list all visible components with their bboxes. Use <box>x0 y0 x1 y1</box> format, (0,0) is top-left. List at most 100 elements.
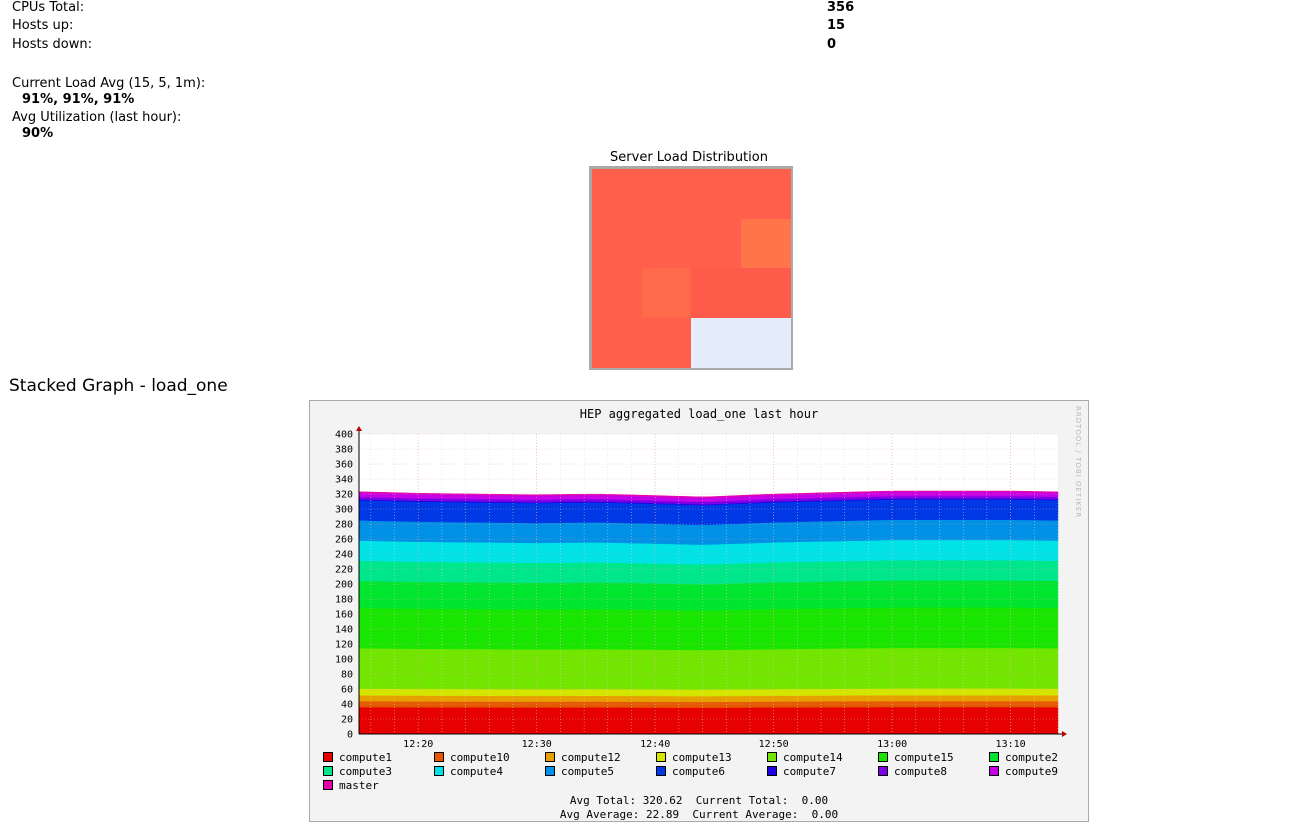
legend-swatch <box>434 766 444 776</box>
y-tick-label: 160 <box>335 610 353 621</box>
legend-label: compute4 <box>450 765 503 778</box>
legend-label: compute10 <box>450 751 510 764</box>
heatmap-cell[interactable] <box>691 218 741 269</box>
hosts-down-label: Hosts down: <box>12 37 92 52</box>
legend-item-compute12: compute12 <box>545 751 621 764</box>
legend-label: master <box>339 779 379 792</box>
x-axis-arrow <box>1062 731 1067 737</box>
util-value: 90% <box>22 126 54 141</box>
y-tick-label: 340 <box>335 475 353 486</box>
cpus-total-value: 356 <box>827 0 855 15</box>
util-label: Avg Utilization (last hour): <box>12 110 182 125</box>
legend-swatch <box>323 780 333 790</box>
series-area-compute1 <box>358 706 1059 735</box>
y-axis-arrow <box>356 426 362 431</box>
load-avg-value: 91%, 91%, 91% <box>22 92 135 107</box>
legend-swatch <box>767 752 777 762</box>
legend-swatch <box>323 752 333 762</box>
legend-label: compute2 <box>1005 751 1058 764</box>
heatmap-cell[interactable] <box>592 218 642 269</box>
legend-item-compute13: compute13 <box>656 751 732 764</box>
series-area-compute14 <box>358 647 1059 690</box>
legend-item-compute10: compute10 <box>434 751 510 764</box>
x-tick-label: 12:30 <box>522 739 552 750</box>
legend-item-compute15: compute15 <box>878 751 954 764</box>
legend-label: compute12 <box>561 751 621 764</box>
y-tick-label: 80 <box>341 670 353 681</box>
legend-item-compute7: compute7 <box>767 765 836 778</box>
legend-item-compute1: compute1 <box>323 751 392 764</box>
legend-label: compute7 <box>783 765 836 778</box>
heatmap-cell[interactable] <box>691 268 741 318</box>
y-tick-label: 380 <box>335 445 353 456</box>
series-area-compute2 <box>358 580 1059 611</box>
legend-swatch <box>656 752 666 762</box>
legend-item-compute9: compute9 <box>989 765 1058 778</box>
legend-label: compute3 <box>339 765 392 778</box>
summary-averages: Avg Average: 22.89 Current Average: 0.00 <box>559 808 839 821</box>
legend-swatch <box>878 766 888 776</box>
heatmap-title: Server Load Distribution <box>610 150 768 165</box>
x-tick-label: 12:50 <box>759 739 789 750</box>
y-tick-label: 20 <box>341 715 353 726</box>
x-tick-label: 12:20 <box>403 739 433 750</box>
heatmap-cell[interactable] <box>740 317 791 368</box>
legend-swatch <box>989 752 999 762</box>
legend-label: compute9 <box>1005 765 1058 778</box>
legend-swatch <box>434 752 444 762</box>
heatmap-cell[interactable] <box>641 317 692 368</box>
hosts-up-value: 15 <box>827 18 846 33</box>
summary-totals: Avg Total: 320.62 Current Total: 0.00 <box>569 794 829 807</box>
y-tick-label: 140 <box>335 625 353 636</box>
heatmap-cell[interactable] <box>691 169 741 219</box>
chart-title: HEP aggregated load_one last hour <box>580 407 818 421</box>
heatmap-cell[interactable] <box>592 169 642 219</box>
y-tick-label: 280 <box>335 520 353 531</box>
heatmap-cell[interactable] <box>740 268 791 318</box>
x-tick-label: 13:00 <box>877 739 907 750</box>
y-tick-label: 180 <box>335 595 353 606</box>
legend-swatch <box>323 766 333 776</box>
y-tick-label: 360 <box>335 460 353 471</box>
x-tick-label: 13:10 <box>996 739 1026 750</box>
heatmap-cell[interactable] <box>691 317 741 368</box>
legend-swatch <box>878 752 888 762</box>
y-tick-label: 240 <box>335 550 353 561</box>
legend-swatch <box>545 752 555 762</box>
heatmap-cell[interactable] <box>641 169 692 219</box>
load-avg-label: Current Load Avg (15, 5, 1m): <box>12 76 206 91</box>
legend-item-compute2: compute2 <box>989 751 1058 764</box>
heatmap-cell[interactable] <box>740 169 791 219</box>
legend-item-compute3: compute3 <box>323 765 392 778</box>
y-tick-label: 200 <box>335 580 353 591</box>
legend-label: compute6 <box>672 765 725 778</box>
legend-label: compute13 <box>672 751 732 764</box>
legend-label: compute1 <box>339 751 392 764</box>
legend-swatch <box>545 766 555 776</box>
legend-item-master: master <box>323 779 379 792</box>
y-tick-label: 400 <box>335 430 353 441</box>
legend-label: compute14 <box>783 751 843 764</box>
rrdtool-credit: RRDTOOL / TOBI OETIKER <box>1074 406 1082 519</box>
legend-swatch <box>989 766 999 776</box>
y-tick-label: 300 <box>335 505 353 516</box>
server-load-heatmap[interactable] <box>589 166 793 370</box>
legend-item-compute5: compute5 <box>545 765 614 778</box>
legend-item-compute4: compute4 <box>434 765 503 778</box>
heatmap-cell[interactable] <box>592 317 642 368</box>
heatmap-cell[interactable] <box>641 218 692 269</box>
legend-label: compute8 <box>894 765 947 778</box>
heatmap-cell[interactable] <box>592 268 642 318</box>
heatmap-cell[interactable] <box>641 268 692 318</box>
load-one-chart: 0 20 40 60 80 100 120 140 160 180 200 220 240 260 280 3… <box>335 407 1067 750</box>
legend-item-compute14: compute14 <box>767 751 843 764</box>
y-tick-label: 100 <box>335 655 353 666</box>
stacked-graph[interactable]: 0 20 40 60 80 100 120 140 160 180 200 220 240 260 280 3… <box>309 400 1089 822</box>
section-title: Stacked Graph - load_one <box>9 376 228 396</box>
y-tick-label: 260 <box>335 535 353 546</box>
legend-item-compute8: compute8 <box>878 765 947 778</box>
hosts-down-value: 0 <box>827 37 837 52</box>
heatmap-cell[interactable] <box>740 218 791 269</box>
legend-item-compute6: compute6 <box>656 765 725 778</box>
cpus-total-label: CPUs Total: <box>12 0 85 15</box>
